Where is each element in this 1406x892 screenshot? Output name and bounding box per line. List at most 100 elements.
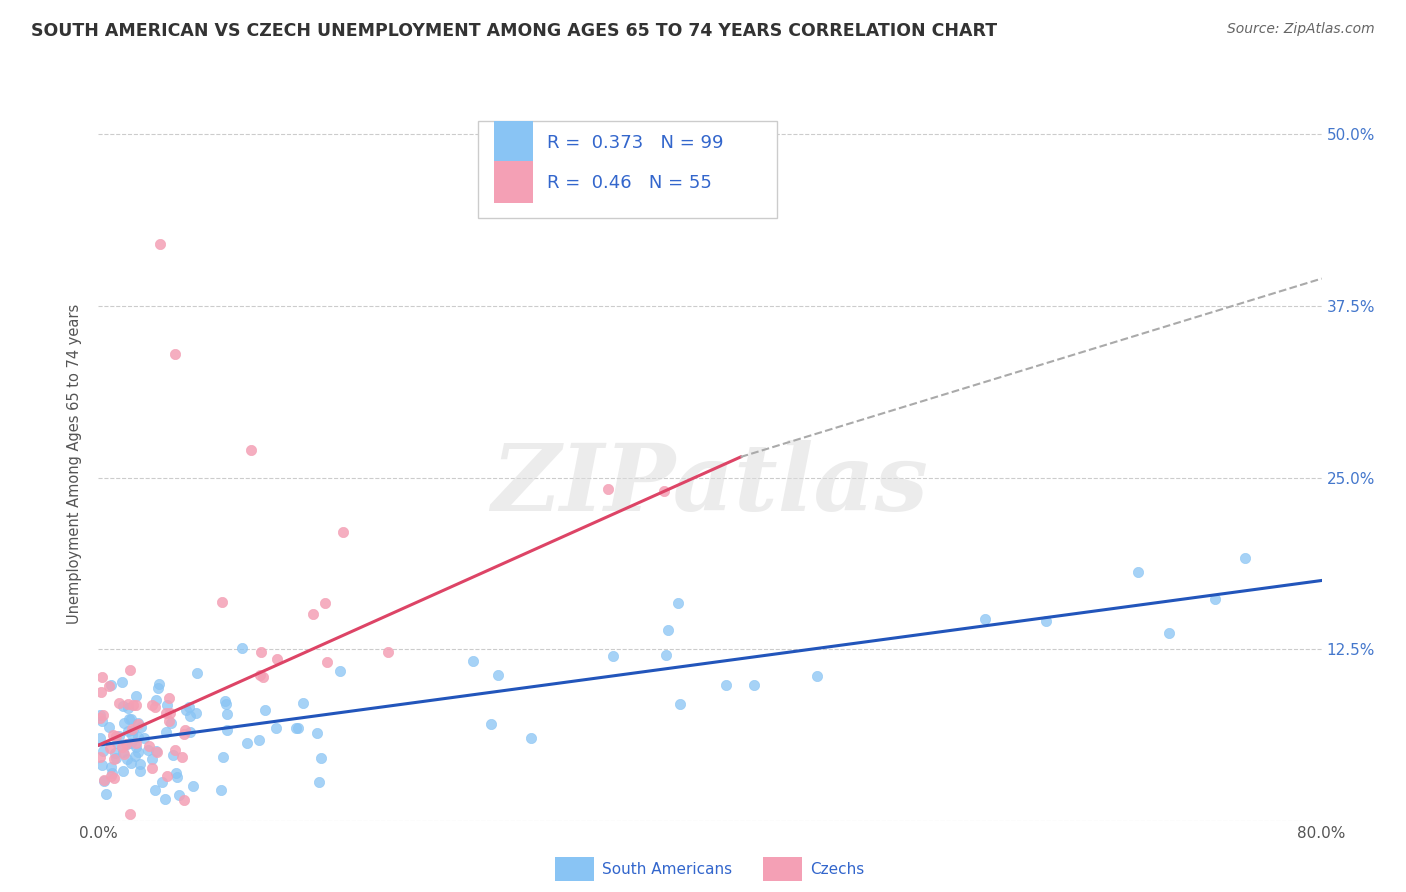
Point bbox=[117, 701, 139, 715]
Point bbox=[149, 237, 172, 252]
Point bbox=[173, 793, 195, 807]
Text: Source: ZipAtlas.com: Source: ZipAtlas.com bbox=[1227, 22, 1375, 37]
Point bbox=[155, 706, 177, 720]
Point bbox=[146, 681, 169, 696]
Point bbox=[128, 764, 150, 779]
FancyBboxPatch shape bbox=[494, 121, 533, 163]
Point bbox=[266, 651, 288, 665]
Point bbox=[153, 792, 176, 806]
Point bbox=[145, 693, 167, 707]
Point bbox=[89, 750, 111, 764]
Point bbox=[287, 721, 309, 735]
Point bbox=[93, 772, 115, 787]
Point bbox=[215, 723, 238, 738]
Point bbox=[212, 749, 235, 764]
Point bbox=[166, 770, 188, 784]
Point bbox=[90, 685, 112, 699]
Point bbox=[105, 736, 128, 750]
Point bbox=[253, 703, 276, 717]
Point bbox=[143, 700, 166, 714]
Text: R =  0.46   N = 55: R = 0.46 N = 55 bbox=[547, 175, 713, 193]
Point bbox=[101, 766, 124, 780]
Point bbox=[240, 443, 263, 458]
Point bbox=[655, 648, 678, 662]
Point bbox=[91, 744, 114, 758]
Point bbox=[122, 698, 145, 712]
Point bbox=[169, 789, 191, 803]
Point bbox=[157, 690, 180, 705]
Point bbox=[91, 708, 114, 723]
Point bbox=[186, 666, 208, 681]
Point bbox=[148, 677, 170, 691]
Text: South Americans: South Americans bbox=[602, 862, 733, 877]
Point bbox=[141, 761, 163, 775]
Point bbox=[305, 726, 328, 740]
Point bbox=[159, 706, 181, 721]
Point bbox=[150, 775, 173, 789]
Point bbox=[112, 764, 135, 778]
Point bbox=[143, 783, 166, 797]
Point bbox=[214, 694, 236, 708]
Point bbox=[111, 698, 134, 713]
Point bbox=[132, 731, 155, 746]
Point bbox=[105, 729, 128, 743]
Point bbox=[136, 743, 159, 757]
Point bbox=[314, 596, 336, 610]
Point bbox=[173, 727, 195, 741]
Point bbox=[156, 698, 179, 713]
Point bbox=[103, 752, 125, 766]
Point bbox=[118, 712, 141, 726]
Point bbox=[157, 714, 180, 728]
Point bbox=[165, 766, 187, 780]
Point bbox=[179, 708, 201, 723]
Point bbox=[177, 700, 200, 714]
Point bbox=[329, 665, 352, 679]
Point bbox=[163, 743, 186, 757]
Point bbox=[127, 716, 149, 731]
Point bbox=[285, 721, 308, 735]
Point bbox=[128, 757, 150, 772]
Point bbox=[98, 741, 121, 756]
Point bbox=[129, 720, 152, 734]
Point bbox=[463, 654, 485, 668]
Point bbox=[89, 711, 111, 725]
Point bbox=[103, 771, 125, 785]
Point bbox=[170, 750, 193, 764]
Point bbox=[100, 677, 122, 691]
Point bbox=[479, 717, 502, 731]
Point bbox=[486, 668, 509, 682]
Point bbox=[657, 624, 679, 638]
Point bbox=[302, 607, 325, 622]
Point bbox=[332, 525, 354, 540]
Point bbox=[145, 744, 167, 758]
Point bbox=[598, 482, 620, 496]
Point bbox=[179, 725, 201, 739]
Point bbox=[1234, 550, 1257, 565]
Point bbox=[112, 745, 135, 759]
Point bbox=[127, 730, 149, 744]
Text: R =  0.373   N = 99: R = 0.373 N = 99 bbox=[547, 134, 724, 152]
Point bbox=[377, 644, 399, 658]
Point bbox=[104, 750, 127, 764]
FancyBboxPatch shape bbox=[478, 121, 778, 218]
Point bbox=[115, 737, 138, 751]
Point bbox=[120, 712, 142, 726]
Point bbox=[120, 736, 142, 750]
Point bbox=[118, 663, 141, 677]
Point bbox=[309, 751, 332, 765]
Point bbox=[107, 729, 129, 743]
Point bbox=[742, 678, 765, 692]
Point bbox=[173, 723, 195, 738]
Point bbox=[231, 641, 253, 656]
Point bbox=[125, 736, 148, 750]
Point bbox=[247, 732, 270, 747]
FancyBboxPatch shape bbox=[762, 857, 801, 881]
Point bbox=[174, 703, 197, 717]
Point bbox=[89, 731, 111, 745]
Point bbox=[121, 728, 143, 742]
Point bbox=[101, 728, 124, 742]
Point bbox=[117, 724, 139, 739]
Point bbox=[974, 612, 997, 626]
Point bbox=[117, 698, 139, 712]
Point bbox=[141, 698, 163, 712]
